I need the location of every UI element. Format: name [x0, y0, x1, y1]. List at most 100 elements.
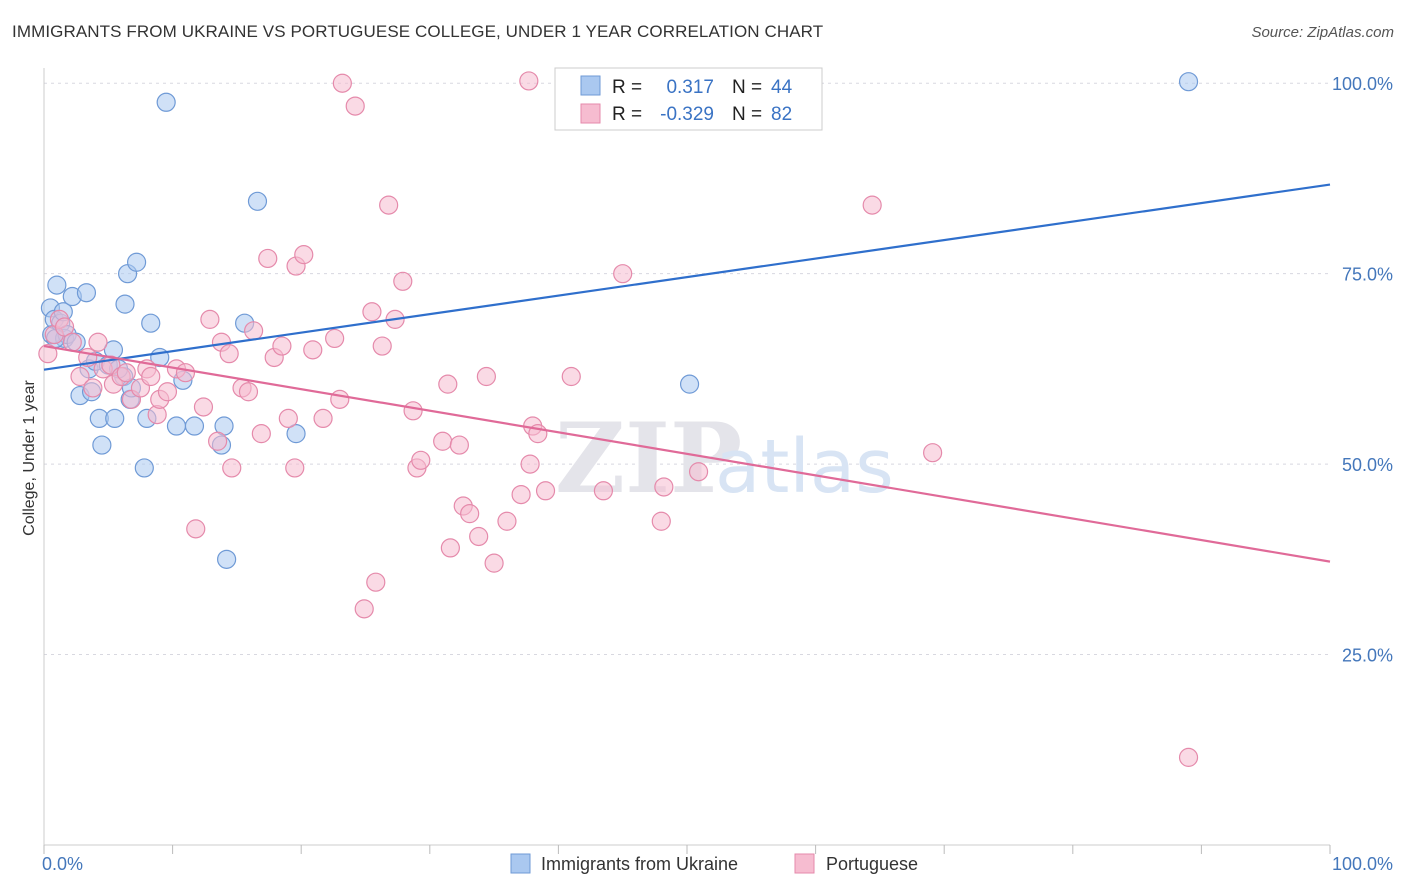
point-portuguese-80	[923, 443, 943, 463]
point-portuguese-41	[303, 340, 323, 360]
point-portuguese-36	[272, 336, 292, 356]
point-ukraine-11	[76, 283, 97, 303]
point-portuguese-17	[141, 366, 161, 387]
point-ukraine-41	[1178, 72, 1199, 92]
point-portuguese-49	[366, 572, 386, 592]
legend-r-value-portuguese: -0.329	[660, 104, 714, 125]
point-portuguese-68	[520, 454, 540, 474]
point-portuguese-47	[354, 599, 374, 619]
point-portuguese-63	[469, 526, 489, 547]
point-portuguese-73	[561, 366, 581, 387]
point-portuguese-51	[379, 195, 399, 215]
point-portuguese-20	[157, 382, 178, 402]
point-ukraine-25	[126, 252, 147, 272]
point-portuguese-43	[325, 328, 345, 349]
point-portuguese-26	[208, 431, 228, 451]
legend-n-label-ukraine: N =	[732, 77, 762, 98]
trend-line-ukraine	[43, 183, 1331, 371]
point-portuguese-71	[535, 481, 556, 501]
point-portuguese-58	[438, 374, 458, 394]
point-ukraine-16	[92, 435, 112, 455]
watermark-atlas: atlas	[715, 424, 894, 510]
point-portuguese-4	[62, 332, 82, 352]
point-portuguese-37	[278, 408, 298, 429]
legend-r-label-portuguese: R =	[612, 104, 642, 125]
point-ukraine-39	[286, 424, 306, 444]
legend-n-value-portuguese: 82	[771, 104, 792, 125]
point-ukraine-40	[679, 374, 700, 394]
point-portuguese-42	[313, 408, 333, 429]
point-portuguese-79	[862, 195, 882, 215]
grid-lines	[44, 82, 1330, 656]
y-axis-tick-labels: 25.0% 50.0% 75.0% 100.0%	[1332, 74, 1393, 665]
point-ukraine-31	[166, 416, 187, 436]
point-portuguese-75	[613, 264, 633, 284]
point-portuguese-77	[654, 477, 674, 497]
legend-r-label-ukraine: R =	[612, 77, 642, 98]
point-portuguese-78	[688, 462, 709, 482]
trend-lines	[43, 183, 1331, 563]
point-portuguese-44	[330, 389, 350, 409]
point-portuguese-46	[345, 96, 365, 116]
point-portuguese-54	[403, 401, 423, 421]
y-tick-label-75: 75.0%	[1342, 265, 1393, 285]
point-portuguese-5	[70, 366, 90, 387]
point-portuguese-67	[511, 484, 531, 505]
point-portuguese-64	[476, 366, 496, 387]
point-ukraine-33	[184, 416, 205, 436]
legend-n-label-portuguese: N =	[732, 104, 762, 125]
y-axis-label: College, Under 1 year	[21, 380, 38, 536]
legend-r-value-ukraine: 0.317	[666, 77, 714, 98]
y-tick-label-100: 100.0%	[1332, 74, 1393, 94]
point-ukraine-26	[134, 458, 154, 478]
point-portuguese-48	[362, 302, 382, 322]
y-tick-label-50: 50.0%	[1342, 455, 1393, 475]
point-portuguese-8	[88, 332, 108, 352]
point-portuguese-13	[116, 363, 136, 383]
point-portuguese-25	[200, 309, 220, 329]
point-portuguese-22	[175, 363, 196, 383]
point-ukraine-30	[156, 92, 176, 112]
point-portuguese-34	[258, 248, 278, 269]
point-ukraine-36	[217, 549, 237, 569]
point-portuguese-0	[38, 344, 58, 364]
legend-box: R = 0.317 N = 44 R = -0.329 N = 82	[554, 67, 823, 131]
legend-swatch-portuguese	[580, 103, 601, 124]
point-portuguese-57	[433, 431, 453, 451]
point-portuguese-28	[219, 344, 239, 364]
point-portuguese-3	[54, 317, 75, 337]
point-portuguese-74	[593, 481, 614, 501]
point-portuguese-38	[285, 458, 305, 478]
point-ukraine-19	[105, 408, 125, 429]
x-tick-label-min: 0.0%	[42, 854, 83, 874]
legend-swatch-ukraine	[580, 75, 601, 96]
point-portuguese-81	[1178, 747, 1199, 767]
series-portuguese-points	[38, 71, 1199, 767]
point-portuguese-66	[497, 511, 517, 531]
point-portuguese-29	[222, 458, 242, 478]
bottom-legend-swatch-portuguese	[794, 853, 815, 874]
bottom-legend-label-ukraine: Immigrants from Ukraine	[541, 854, 738, 874]
x-tick-label-max: 100.0%	[1332, 854, 1393, 874]
point-portuguese-76	[651, 511, 671, 531]
point-portuguese-33	[251, 424, 271, 444]
point-ukraine-38	[247, 191, 268, 211]
point-portuguese-23	[186, 519, 206, 539]
point-portuguese-59	[440, 538, 460, 558]
point-portuguese-56	[411, 450, 431, 470]
legend-n-value-ukraine: 44	[771, 77, 793, 98]
point-portuguese-40	[294, 245, 314, 265]
point-portuguese-72	[519, 71, 539, 91]
point-portuguese-62	[460, 504, 480, 524]
point-portuguese-7	[83, 378, 103, 398]
point-ukraine-28	[141, 313, 161, 333]
chart-title: IMMIGRANTS FROM UKRAINE VS PORTUGUESE CO…	[12, 22, 824, 41]
bottom-legend: Immigrants from Ukraine Portuguese	[510, 853, 918, 874]
x-axis-ticks	[43, 845, 1331, 854]
point-portuguese-60	[449, 435, 469, 455]
point-portuguese-65	[484, 553, 504, 573]
source-label: Source: ZipAtlas.com	[1251, 24, 1394, 41]
point-portuguese-53	[393, 271, 413, 291]
bottom-legend-swatch-ukraine	[510, 853, 531, 874]
